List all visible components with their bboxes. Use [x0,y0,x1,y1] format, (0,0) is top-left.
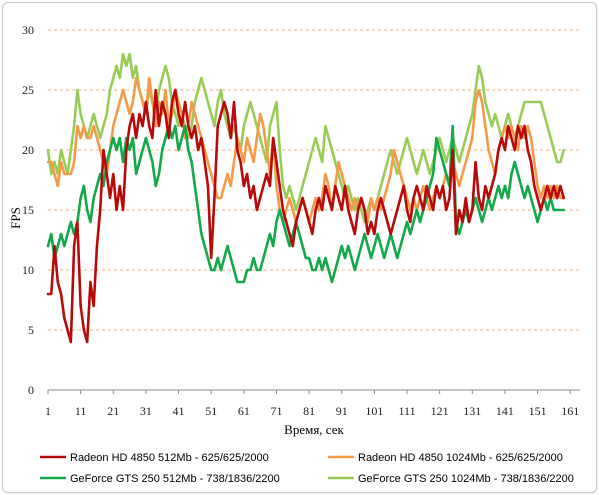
x-tick-label: 1 [45,404,51,418]
legend-label-2: GeForce GTS 250 512Mb - 738/1836/2200 [70,473,280,485]
x-tick-label: 101 [365,404,383,418]
x-axis-label: Время, сек [284,422,344,437]
x-tick-label: 91 [336,404,348,418]
y-tick-label: 30 [22,23,34,37]
axes [47,389,580,394]
x-tick-label: 131 [463,404,481,418]
legend-label-1: Radeon HD 4850 1024Mb - 625/625/2000 [358,452,563,464]
legend-label-3: GeForce GTS 250 1024Mb - 738/1836/2200 [358,473,574,485]
y-axis-label: FPS [8,207,23,229]
x-tick-labels: 1 11 21 31 41 51 61 71 81 91 101 111 121 131 141 151 161 [45,404,579,418]
legend-label-0: Radeon HD 4850 512Mb - 625/625/2000 [70,452,269,464]
x-tick-label: 71 [270,404,282,418]
y-tick-label: 5 [28,323,34,337]
x-tick-label: 81 [303,404,315,418]
x-tick-label: 161 [561,404,579,418]
series-line-0 [46,88,565,344]
series-line-3 [46,52,565,224]
x-tick-label: 151 [529,404,547,418]
x-tick-label: 11 [75,404,87,418]
y-tick-label: 20 [22,143,34,157]
legend: Radeon HD 4850 512Mb - 625/625/2000 Radeo… [40,452,574,485]
x-tick-label: 21 [107,404,119,418]
x-tick-label: 41 [173,404,185,418]
x-tick-label: 121 [431,404,449,418]
x-tick-label: 111 [398,404,415,418]
x-tick-label: 141 [496,404,514,418]
gridlines [48,29,580,331]
series-lines [46,52,565,344]
x-tick-label: 31 [140,404,152,418]
y-tick-label: 15 [22,203,34,217]
y-tick-label: 25 [22,83,34,97]
y-tick-label: 10 [22,263,34,277]
y-tick-label: 0 [28,383,34,397]
x-tick-label: 51 [205,404,217,418]
x-tick-label: 61 [238,404,250,418]
y-tick-labels: 0 5 10 15 20 25 30 [22,23,34,397]
series-line-2 [46,124,565,284]
